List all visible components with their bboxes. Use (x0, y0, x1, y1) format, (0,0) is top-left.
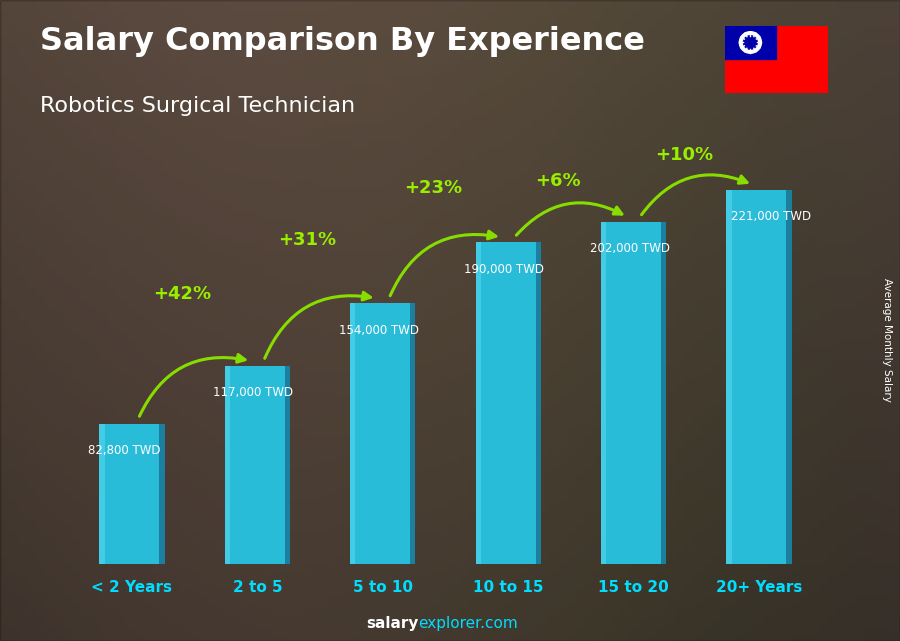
Bar (225, 366, 290, 564)
Bar (159, 424, 165, 564)
Bar (410, 303, 416, 564)
Bar (99, 424, 165, 564)
Text: 117,000 TWD: 117,000 TWD (213, 386, 293, 399)
Text: +42%: +42% (153, 285, 211, 303)
Bar (225, 366, 230, 564)
Text: 154,000 TWD: 154,000 TWD (339, 324, 418, 337)
Text: +31%: +31% (278, 231, 337, 249)
Bar (475, 242, 541, 564)
Circle shape (743, 36, 757, 49)
Circle shape (739, 31, 761, 53)
Bar (787, 190, 792, 564)
Text: 82,800 TWD: 82,800 TWD (88, 444, 160, 457)
Text: 190,000 TWD: 190,000 TWD (464, 263, 544, 276)
Bar (661, 222, 666, 564)
Bar (99, 424, 104, 564)
Text: Robotics Surgical Technician: Robotics Surgical Technician (40, 96, 356, 116)
Text: Salary Comparison By Experience: Salary Comparison By Experience (40, 26, 645, 56)
Text: 221,000 TWD: 221,000 TWD (732, 210, 812, 223)
Text: +6%: +6% (536, 172, 581, 190)
Bar (726, 190, 792, 564)
Bar (350, 303, 416, 564)
Text: +23%: +23% (404, 179, 462, 197)
Bar (601, 222, 666, 564)
Text: 202,000 TWD: 202,000 TWD (590, 242, 670, 255)
Text: Average Monthly Salary: Average Monthly Salary (881, 278, 892, 402)
Text: explorer.com: explorer.com (418, 617, 518, 631)
Bar (726, 190, 732, 564)
Bar (350, 303, 356, 564)
Bar (724, 26, 776, 60)
Bar (601, 222, 607, 564)
Bar (536, 242, 541, 564)
Bar (284, 366, 290, 564)
Bar (475, 242, 481, 564)
Text: +10%: +10% (654, 147, 713, 165)
Text: salary: salary (366, 617, 418, 631)
